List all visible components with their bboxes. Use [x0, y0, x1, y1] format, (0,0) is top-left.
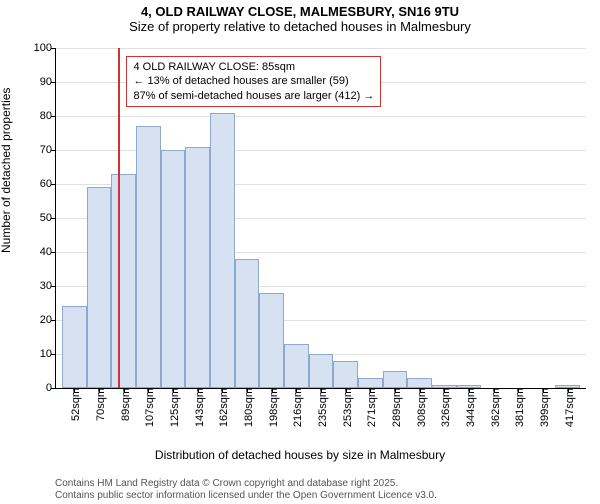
xtick-label: 308sqm: [412, 388, 428, 427]
callout-line3: 87% of semi-detached houses are larger (…: [133, 89, 374, 103]
xtick-label: 381sqm: [510, 388, 526, 427]
histogram-bar: [309, 354, 334, 388]
ytick-label: 40: [40, 246, 56, 258]
histogram-bar: [136, 126, 161, 388]
histogram-bar: [383, 371, 408, 388]
ytick-label: 60: [40, 178, 56, 190]
xtick-label: 89sqm: [116, 388, 132, 421]
histogram-bar: [259, 293, 284, 388]
y-axis-label: Number of detached properties: [0, 88, 13, 253]
gridline: [56, 48, 586, 49]
plot-area: 010203040506070809010052sqm70sqm89sqm107…: [55, 48, 586, 389]
xtick-label: 326sqm: [436, 388, 452, 427]
marker-line: [118, 48, 120, 388]
xtick-label: 70sqm: [91, 388, 107, 421]
ytick-label: 90: [40, 76, 56, 88]
xtick-label: 107sqm: [140, 388, 156, 427]
ytick-label: 50: [40, 212, 56, 224]
footer-line1: Contains HM Land Registry data © Crown c…: [55, 478, 437, 490]
xtick-label: 180sqm: [239, 388, 255, 427]
xtick-label: 143sqm: [190, 388, 206, 427]
callout-line2: ← 13% of detached houses are smaller (59…: [133, 74, 374, 88]
xtick-label: 216sqm: [288, 388, 304, 427]
histogram-bar: [284, 344, 309, 388]
xtick-label: 253sqm: [338, 388, 354, 427]
chart-subtitle: Size of property relative to detached ho…: [0, 19, 600, 34]
histogram-bar: [358, 378, 383, 388]
ytick-label: 80: [40, 110, 56, 122]
xtick-label: 362sqm: [486, 388, 502, 427]
ytick-label: 10: [40, 348, 56, 360]
footer-text: Contains HM Land Registry data © Crown c…: [55, 478, 437, 502]
histogram-bar: [210, 113, 235, 388]
callout-box: 4 OLD RAILWAY CLOSE: 85sqm ← 13% of deta…: [126, 56, 381, 107]
xtick-label: 344sqm: [461, 388, 477, 427]
xtick-label: 417sqm: [560, 388, 576, 427]
xtick-label: 399sqm: [535, 388, 551, 427]
footer-line2: Contains public sector information licen…: [55, 490, 437, 502]
histogram-bar: [161, 150, 186, 388]
xtick-label: 289sqm: [387, 388, 403, 427]
chart-container: Number of detached properties 0102030405…: [0, 38, 600, 468]
xtick-label: 198sqm: [264, 388, 280, 427]
histogram-bar: [235, 259, 260, 388]
xtick-label: 125sqm: [165, 388, 181, 427]
ytick-label: 0: [46, 382, 56, 394]
histogram-bar: [111, 174, 136, 388]
xtick-label: 52sqm: [66, 388, 82, 421]
histogram-bar: [62, 306, 87, 388]
ytick-label: 20: [40, 314, 56, 326]
callout-line1: 4 OLD RAILWAY CLOSE: 85sqm: [133, 60, 374, 74]
x-axis-label: Distribution of detached houses by size …: [155, 448, 445, 462]
gridline: [56, 116, 586, 117]
xtick-label: 235sqm: [313, 388, 329, 427]
histogram-bar: [87, 187, 112, 388]
histogram-bar: [333, 361, 358, 388]
histogram-bar: [407, 378, 432, 388]
ytick-label: 70: [40, 144, 56, 156]
ytick-label: 100: [34, 42, 56, 54]
xtick-label: 271sqm: [362, 388, 378, 427]
histogram-bar: [185, 147, 210, 388]
ytick-label: 30: [40, 280, 56, 292]
chart-title: 4, OLD RAILWAY CLOSE, MALMESBURY, SN16 9…: [0, 4, 600, 19]
xtick-label: 162sqm: [214, 388, 230, 427]
